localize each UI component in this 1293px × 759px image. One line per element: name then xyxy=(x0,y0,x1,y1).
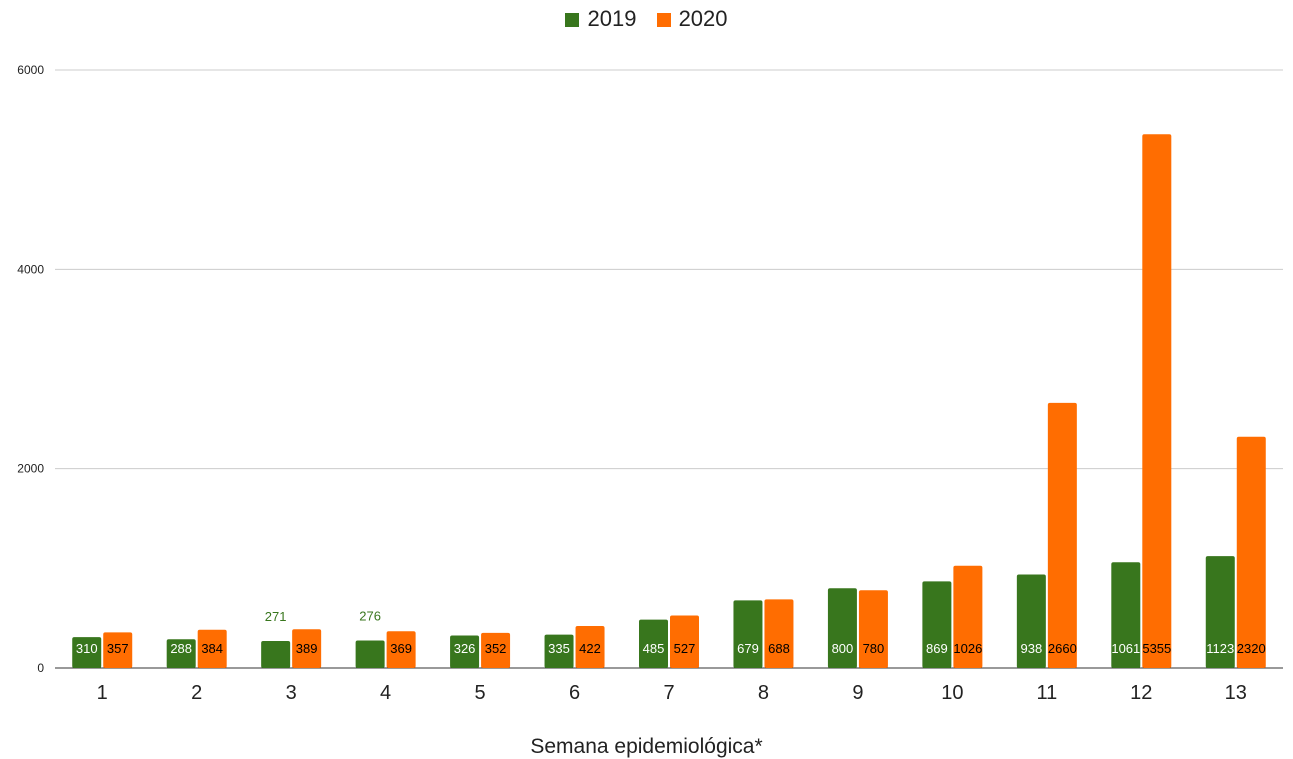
data-label-2020: 2320 xyxy=(1237,641,1266,656)
x-tick-label: 4 xyxy=(380,682,391,704)
y-tick-label: 2000 xyxy=(17,462,44,476)
legend-item-2019[interactable]: 2019 xyxy=(565,6,636,32)
data-label-2020: 384 xyxy=(201,641,223,656)
bar-2020 xyxy=(481,632,511,668)
legend-label-2019: 2019 xyxy=(587,6,637,31)
data-label-2019: 938 xyxy=(1020,641,1042,656)
x-axis-title: Semana epidemiológica* xyxy=(530,735,763,758)
x-tick-label: 7 xyxy=(663,682,674,704)
y-tick-label: 0 xyxy=(37,661,44,675)
bar-2019 xyxy=(922,581,952,668)
bar-2020 xyxy=(764,599,794,668)
legend-swatch-2020 xyxy=(656,13,671,27)
bar-2019 xyxy=(261,640,291,668)
data-label-2020: 389 xyxy=(296,641,318,656)
x-tick-label: 5 xyxy=(475,682,486,704)
data-label-2020: 688 xyxy=(768,641,790,656)
bar-2020 xyxy=(1047,402,1077,668)
x-tick-label: 6 xyxy=(569,682,580,704)
data-label-2019: 869 xyxy=(926,641,948,656)
bar-2019 xyxy=(1111,562,1141,668)
bar-2020 xyxy=(292,629,322,668)
legend-item-2020[interactable]: 2020 xyxy=(656,6,728,32)
x-tick-label: 10 xyxy=(941,682,963,704)
x-tick-label: 9 xyxy=(852,682,863,704)
bar-2019 xyxy=(72,637,102,668)
data-label-2020: 5355 xyxy=(1142,641,1171,656)
data-label-2020: 352 xyxy=(485,641,507,656)
x-tick-label: 1 xyxy=(97,682,108,704)
x-tick-label: 13 xyxy=(1225,682,1247,704)
data-label-2020: 2660 xyxy=(1048,641,1077,656)
bar-2019 xyxy=(1016,574,1046,668)
bar-2020 xyxy=(1142,134,1172,668)
bar-2020 xyxy=(575,625,605,668)
x-tick-label: 8 xyxy=(758,682,769,704)
data-label-2019: 335 xyxy=(548,641,570,656)
bar-2020 xyxy=(1236,436,1266,668)
data-label-2019: 310 xyxy=(76,641,98,656)
bar-2020 xyxy=(858,590,888,668)
data-label-2019: 271 xyxy=(265,609,287,624)
bar-2019 xyxy=(450,635,480,668)
bar-2020 xyxy=(197,629,227,668)
legend: 2019 2020 xyxy=(0,6,1293,32)
data-label-2020: 357 xyxy=(107,641,129,656)
bar-2019 xyxy=(166,639,196,668)
legend-label-2020: 2020 xyxy=(678,6,728,31)
data-label-2019: 679 xyxy=(737,641,759,656)
data-label-2019: 485 xyxy=(643,641,665,656)
bar-2019 xyxy=(733,600,763,668)
data-label-2019: 1061 xyxy=(1111,641,1140,656)
x-tick-label: 3 xyxy=(286,682,297,704)
data-label-2019: 800 xyxy=(832,641,854,656)
bar-2020 xyxy=(103,632,133,668)
bar-2019 xyxy=(827,588,857,668)
x-tick-label: 12 xyxy=(1130,682,1152,704)
data-label-2019: 1123 xyxy=(1206,641,1234,656)
data-label-2019: 326 xyxy=(454,641,476,656)
data-label-2020: 527 xyxy=(674,641,696,656)
data-label-2020: 369 xyxy=(390,641,412,656)
data-label-2019: 276 xyxy=(359,608,381,623)
x-tick-label: 2 xyxy=(191,682,202,704)
bar-2019 xyxy=(544,634,574,668)
bar-2019 xyxy=(355,640,385,668)
y-tick-label: 4000 xyxy=(17,262,44,276)
data-label-2020: 1026 xyxy=(953,641,982,656)
bar-2020 xyxy=(386,631,416,668)
bar-2019 xyxy=(1205,556,1235,668)
bar-2020 xyxy=(670,615,699,668)
bar-2020 xyxy=(953,565,983,668)
bar-2019 xyxy=(639,619,668,668)
data-label-2020: 422 xyxy=(579,641,601,656)
data-label-2020: 780 xyxy=(863,641,885,656)
data-label-2019: 288 xyxy=(170,641,192,656)
x-tick-label: 11 xyxy=(1036,682,1057,704)
legend-swatch-2019 xyxy=(565,13,580,27)
y-tick-label: 6000 xyxy=(17,63,44,77)
